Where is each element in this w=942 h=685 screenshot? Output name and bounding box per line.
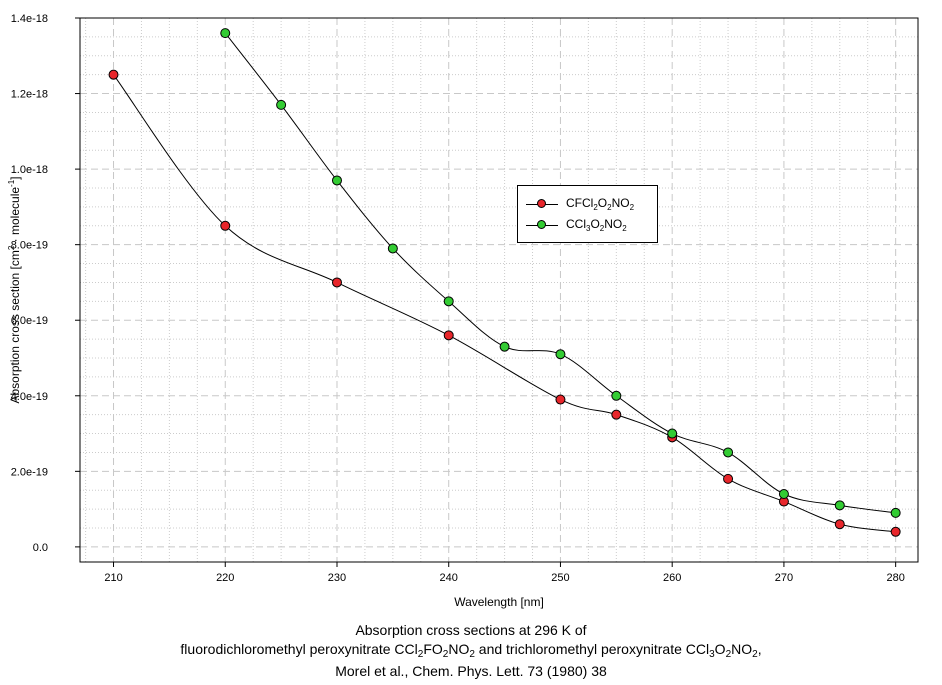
data-point-series-1 bbox=[611, 409, 622, 420]
y-tick-label: 8.0e-19 bbox=[11, 240, 48, 252]
data-point-series-2 bbox=[834, 500, 845, 511]
y-tick-label: 6.0e-19 bbox=[11, 315, 48, 327]
legend-label-ccl3o2no2: CCl3O2NO2 bbox=[566, 217, 627, 233]
caption-line-1: Absorption cross sections at 296 K of bbox=[355, 622, 587, 638]
y-axis-label-sup1: 2 bbox=[7, 245, 16, 250]
y-axis-label-sup2: -1 bbox=[7, 179, 16, 187]
data-point-series-1 bbox=[108, 69, 119, 80]
data-point-series-1 bbox=[555, 394, 566, 405]
data-point-series-2 bbox=[387, 243, 398, 254]
caption-line-3: Morel et al., Chem. Phys. Lett. 73 (1980… bbox=[335, 663, 607, 679]
axis-ticks: 210 220 230 240 250 260 270 280 0.0 2.0e-19 4.0e-1… bbox=[11, 13, 905, 584]
legend-item-cfcl2o2no2: CFCl2O2NO2 bbox=[518, 194, 659, 214]
y-axis-label-b: · molecule bbox=[8, 187, 22, 246]
data-point-series-1 bbox=[834, 519, 845, 530]
data-point-series-2 bbox=[778, 489, 789, 499]
series-points bbox=[108, 28, 901, 537]
legend: CFCl2O2NO2 CCl3O2NO2 bbox=[517, 185, 658, 243]
data-point-series-2 bbox=[443, 296, 454, 307]
x-tick-label: 240 bbox=[440, 572, 458, 584]
x-tick-label: 220 bbox=[216, 572, 234, 584]
data-point-series-1 bbox=[331, 277, 342, 288]
y-tick-label: 1.0e-18 bbox=[11, 164, 48, 176]
legend-item-ccl3o2no2: CCl3O2NO2 bbox=[518, 215, 659, 235]
y-tick-label: 1.4e-18 bbox=[11, 13, 48, 25]
plot-frame bbox=[79, 17, 919, 563]
data-point-series-2 bbox=[611, 390, 622, 401]
y-axis-label-a: Absorption cross section [cm bbox=[8, 250, 22, 403]
y-axis-label-c: ] bbox=[8, 176, 22, 179]
data-point-series-1 bbox=[890, 526, 901, 537]
data-point-series-2 bbox=[220, 28, 231, 39]
x-axis-label: Wavelength [nm] bbox=[454, 595, 544, 609]
data-point-series-1 bbox=[723, 473, 734, 484]
legend-green-dot bbox=[537, 220, 546, 229]
data-point-series-2 bbox=[331, 175, 342, 186]
data-point-series-2 bbox=[667, 428, 678, 439]
caption-line-2: fluorodichloromethyl peroxynitrate CCl2F… bbox=[180, 641, 762, 660]
data-point-series-2 bbox=[723, 447, 734, 458]
x-tick-label: 260 bbox=[663, 572, 681, 584]
series-line-2 bbox=[224, 32, 896, 514]
data-point-series-2 bbox=[276, 99, 287, 110]
data-point-series-1 bbox=[443, 330, 454, 341]
legend-label-cfcl2o2no2: CFCl2O2NO2 bbox=[566, 196, 635, 212]
data-point-series-1 bbox=[220, 220, 231, 231]
data-point-series-2 bbox=[555, 349, 566, 360]
y-axis-label: Absorption cross section [cm2 · molecule… bbox=[7, 176, 22, 403]
x-tick-label: 250 bbox=[551, 572, 569, 584]
grid bbox=[80, 17, 918, 562]
data-point-series-2 bbox=[890, 507, 901, 518]
y-tick-label: 4.0e-19 bbox=[11, 391, 48, 403]
x-tick-label: 270 bbox=[775, 572, 793, 584]
y-tick-label: 2.0e-19 bbox=[11, 466, 48, 478]
y-tick-label: 1.2e-18 bbox=[11, 89, 48, 101]
x-tick-label: 230 bbox=[328, 572, 346, 584]
data-point-series-2 bbox=[499, 341, 510, 352]
legend-red-dot bbox=[537, 199, 546, 208]
y-tick-label: 0.0 bbox=[33, 542, 48, 554]
x-tick-label: 210 bbox=[104, 572, 122, 584]
x-tick-label: 280 bbox=[886, 572, 904, 584]
